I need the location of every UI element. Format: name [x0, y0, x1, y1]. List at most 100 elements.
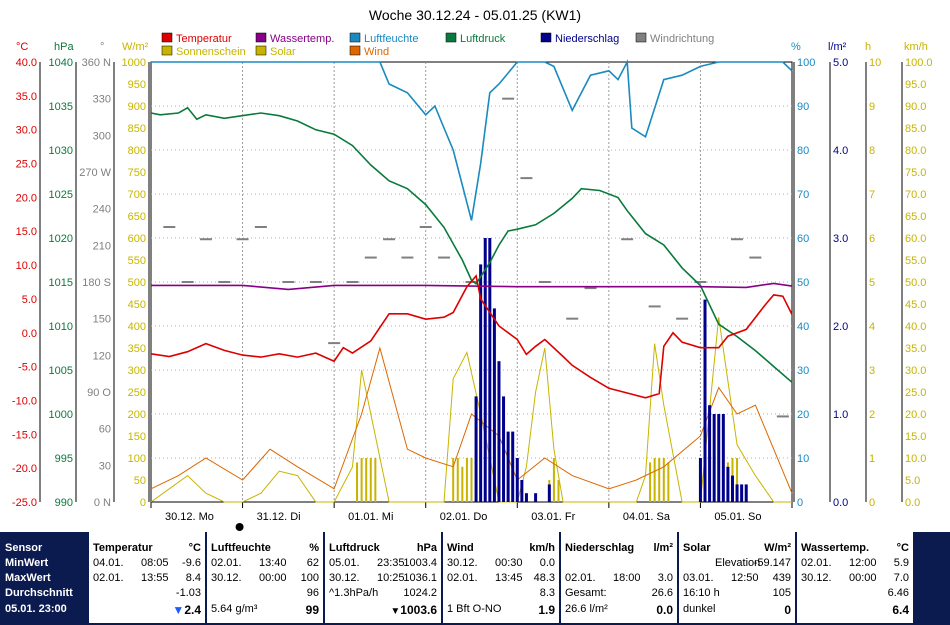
- precipitation-bar: [726, 466, 730, 502]
- legend-label: Wind: [364, 46, 389, 58]
- luftdruck-now-value: 1003.6: [400, 603, 437, 617]
- x-tick-label: 03.01. Fr: [531, 511, 575, 523]
- luftdruck-unit: hPa: [416, 542, 437, 554]
- wind-direction-mark: [163, 226, 176, 228]
- y-tick-label: 9: [869, 101, 875, 113]
- wind-direction-mark: [749, 256, 762, 259]
- temperatur-max-date: 02.01.: [93, 572, 124, 584]
- y-tick-label: 45.0: [905, 299, 926, 311]
- wind-direction-mark: [676, 317, 689, 320]
- wind-header: Wind: [447, 542, 474, 554]
- wind-now: 1.9: [538, 603, 555, 617]
- y-tick-label: 180 S: [82, 277, 111, 289]
- wassertemp-min-date: 02.01.: [801, 557, 832, 569]
- niederschlag-section: Niederschlag l/m² 02.01. 18:00 3.0 Gesamt: 2…: [560, 532, 677, 623]
- y-tick-label: -25.0: [12, 497, 37, 509]
- axis-unit-label: °: [100, 41, 104, 53]
- wind-direction-mark: [328, 342, 341, 345]
- y-tick-label: 15.0: [16, 226, 37, 238]
- temperatur-now: ▼2.4: [172, 603, 201, 617]
- y-tick-label: 20: [797, 409, 809, 421]
- wind-direction-mark: [502, 97, 515, 100]
- y-tick-label: 0: [797, 497, 803, 509]
- wind-direction-mark: [254, 226, 267, 228]
- current-time: 05.01. 23:00: [5, 603, 67, 615]
- y-tick-label: 90 O: [87, 387, 111, 399]
- legend-swatch: [255, 45, 267, 56]
- solar-sunshine-hours: 16:10 h: [683, 587, 720, 599]
- luftdruck-trend: ^1.3hPa/h: [329, 587, 379, 599]
- y-tick-label: 300: [93, 130, 111, 142]
- y-tick-label: 1020: [49, 233, 73, 245]
- temperatur-max-value: 8.4: [185, 572, 201, 584]
- temperatur-header: Temperatur: [93, 542, 153, 554]
- y-tick-label: 1: [869, 453, 875, 465]
- niederschlag-gesamt-label: Gesamt:: [565, 587, 607, 599]
- niederschlag-total: 26.6 l/m²: [565, 603, 608, 615]
- y-tick-label: 240: [93, 204, 111, 216]
- wind-min-value: 0.0: [539, 557, 555, 569]
- y-tick-label: 360 N: [82, 57, 111, 69]
- series-line: [151, 282, 793, 291]
- temperatur-min-value: -9.6: [182, 557, 201, 569]
- row-label-avg: Durchschnitt: [5, 587, 73, 599]
- y-tick-label: 75.0: [905, 167, 926, 179]
- legend-label: Niederschlag: [555, 33, 619, 45]
- y-tick-label: 50: [797, 277, 809, 289]
- series-line: [151, 59, 793, 221]
- wind-direction-mark: [776, 415, 789, 418]
- solar-header: Solar: [683, 542, 711, 554]
- y-tick-label: 4.0: [833, 145, 848, 157]
- sunshine-bar: [374, 458, 377, 502]
- precipitation-bar: [730, 475, 734, 502]
- sunshine-bar: [356, 462, 359, 502]
- precipitation-bar: [534, 493, 538, 502]
- precipitation-bar: [479, 264, 483, 502]
- y-tick-label: 40: [797, 321, 809, 333]
- sunshine-bar: [465, 458, 468, 502]
- wind-direction-mark: [621, 238, 634, 241]
- sunshine-bar: [662, 458, 665, 502]
- legend-swatch: [161, 45, 173, 56]
- y-tick-label: 1000: [49, 409, 73, 421]
- niederschlag-header: Niederschlag: [565, 542, 635, 554]
- y-tick-label: 0.0: [22, 328, 37, 340]
- wind-direction-mark: [520, 177, 533, 180]
- y-tick-label: 1025: [49, 189, 73, 201]
- luftdruck-min-date: 05.01.: [329, 557, 360, 569]
- legend-swatch: [540, 32, 552, 43]
- y-tick-label: 25.0: [905, 387, 926, 399]
- y-tick-label: 100: [128, 453, 146, 465]
- weather-chart: Woche 30.12.24 - 05.01.25 (KW1) Temperat…: [11, 7, 933, 531]
- y-tick-label: 150: [128, 431, 146, 443]
- wind-direction-mark: [218, 281, 231, 283]
- legend-swatch: [445, 32, 457, 43]
- axis-unit-label: %: [791, 41, 801, 53]
- x-tick-label: 04.01. Sa: [623, 511, 671, 523]
- luftfeuchte-min-date: 02.01.: [211, 557, 242, 569]
- y-tick-label: 10.0: [16, 260, 37, 272]
- niederschlag-now: 0.0: [656, 603, 673, 617]
- y-tick-label: 30.0: [16, 125, 37, 137]
- solar-unit: W/m²: [764, 542, 791, 554]
- y-tick-label: 0: [140, 497, 146, 509]
- series-line: [150, 274, 793, 399]
- luftdruck-max-value: 1036.1: [403, 572, 437, 584]
- y-tick-label: 55.0: [905, 255, 926, 267]
- luftdruck-min-time: 23:35: [377, 557, 405, 569]
- y-tick-label: -20.0: [12, 463, 37, 475]
- luftfeuchte-max-value: 100: [300, 572, 319, 584]
- y-tick-label: 50: [134, 475, 146, 487]
- y-tick-label: 900: [128, 101, 146, 113]
- sunshine-bar: [557, 480, 560, 502]
- y-tick-label: 1030: [49, 145, 73, 157]
- solar-max-value: 439: [772, 572, 791, 584]
- wind-min-date: 30.12.: [447, 557, 478, 569]
- precipitation-bar: [717, 414, 721, 502]
- precipitation-bar: [511, 431, 515, 502]
- luftfeuchte-unit: %: [309, 542, 319, 554]
- sunshine-bar: [649, 462, 652, 502]
- x-tick-label: 02.01. Do: [440, 511, 488, 523]
- wind-max-date: 02.01.: [447, 572, 478, 584]
- wind-max-time: 13:45: [495, 572, 523, 584]
